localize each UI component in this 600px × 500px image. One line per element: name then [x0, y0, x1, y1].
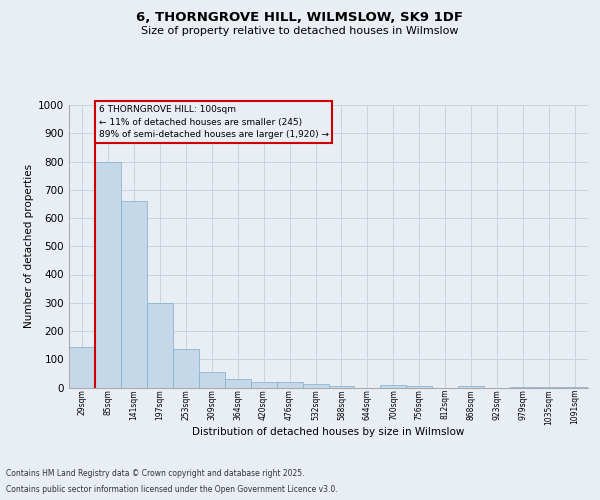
- Text: Contains HM Land Registry data © Crown copyright and database right 2025.: Contains HM Land Registry data © Crown c…: [6, 468, 305, 477]
- Y-axis label: Number of detached properties: Number of detached properties: [24, 164, 34, 328]
- Text: Size of property relative to detached houses in Wilmslow: Size of property relative to detached ho…: [141, 26, 459, 36]
- Bar: [199, 372, 224, 388]
- Bar: [95, 162, 121, 388]
- Bar: [121, 201, 147, 388]
- Bar: [173, 350, 199, 388]
- Bar: [329, 386, 355, 388]
- Bar: [380, 385, 406, 388]
- Bar: [225, 379, 251, 388]
- Bar: [406, 386, 432, 388]
- Text: 6, THORNGROVE HILL, WILMSLOW, SK9 1DF: 6, THORNGROVE HILL, WILMSLOW, SK9 1DF: [137, 11, 464, 24]
- X-axis label: Distribution of detached houses by size in Wilmslow: Distribution of detached houses by size …: [193, 428, 464, 438]
- Bar: [302, 384, 329, 388]
- Bar: [458, 386, 484, 388]
- Text: 6 THORNGROVE HILL: 100sqm
← 11% of detached houses are smaller (245)
89% of semi: 6 THORNGROVE HILL: 100sqm ← 11% of detac…: [99, 105, 329, 139]
- Bar: [147, 302, 173, 388]
- Bar: [251, 382, 277, 388]
- Bar: [510, 386, 536, 388]
- Bar: [69, 346, 95, 388]
- Bar: [277, 382, 302, 388]
- Text: Contains public sector information licensed under the Open Government Licence v3: Contains public sector information licen…: [6, 485, 338, 494]
- Bar: [536, 386, 562, 388]
- Bar: [562, 386, 588, 388]
